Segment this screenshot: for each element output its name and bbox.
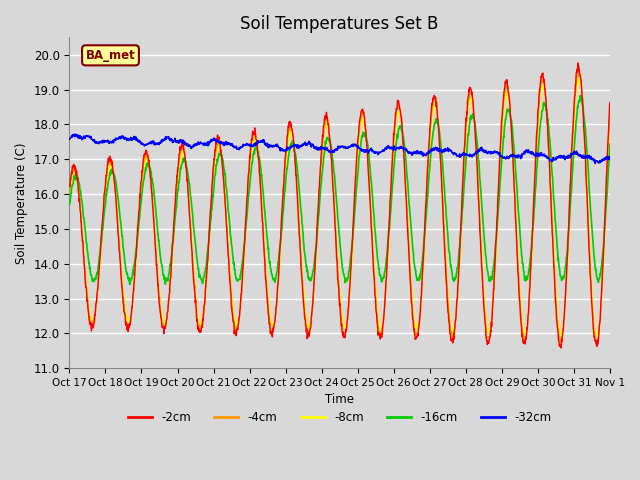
X-axis label: Time: Time bbox=[325, 394, 354, 407]
Title: Soil Temperatures Set B: Soil Temperatures Set B bbox=[241, 15, 439, 33]
Text: BA_met: BA_met bbox=[86, 49, 136, 62]
Legend: -2cm, -4cm, -8cm, -16cm, -32cm: -2cm, -4cm, -8cm, -16cm, -32cm bbox=[124, 406, 556, 429]
Y-axis label: Soil Temperature (C): Soil Temperature (C) bbox=[15, 142, 28, 264]
